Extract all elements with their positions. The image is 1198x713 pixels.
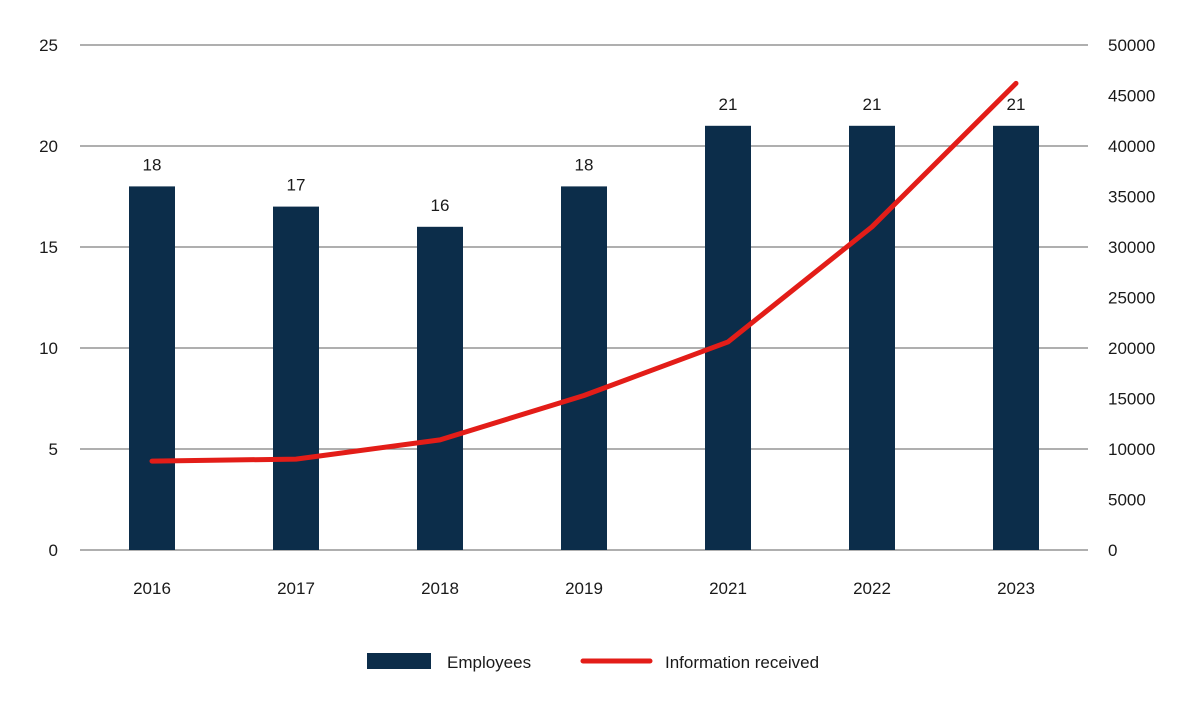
y-right-tick-label: 40000 bbox=[1108, 137, 1155, 156]
y-right-tick-label: 10000 bbox=[1108, 440, 1155, 459]
y-right-tick-label: 0 bbox=[1108, 541, 1117, 560]
x-tick-label: 2016 bbox=[133, 579, 171, 598]
x-tick-label: 2023 bbox=[997, 579, 1035, 598]
y-right-tick-label: 35000 bbox=[1108, 188, 1155, 207]
bar-data-label: 17 bbox=[287, 176, 306, 195]
legend-label-information-received: Information received bbox=[665, 653, 819, 672]
bar-employees bbox=[705, 125, 751, 551]
bar-data-label: 16 bbox=[431, 196, 450, 215]
x-tick-label: 2017 bbox=[277, 579, 315, 598]
bar-employees bbox=[993, 125, 1039, 551]
y-right-tick-label: 30000 bbox=[1108, 238, 1155, 257]
x-tick-label: 2019 bbox=[565, 579, 603, 598]
bar-employees bbox=[849, 125, 895, 551]
line-information-received bbox=[149, 80, 1019, 464]
y-left-tick-label: 5 bbox=[49, 440, 58, 459]
y-left-tick-label: 0 bbox=[49, 541, 58, 560]
bar-employees bbox=[129, 186, 175, 550]
y-right-tick-label: 50000 bbox=[1108, 36, 1155, 55]
y-left-tick-label: 20 bbox=[39, 137, 58, 156]
bar-employees bbox=[561, 186, 607, 550]
bar-employees bbox=[417, 226, 463, 551]
legend-swatch-employees bbox=[367, 653, 431, 669]
bar-data-label: 21 bbox=[863, 95, 882, 114]
bar-data-label: 18 bbox=[575, 155, 594, 174]
y-left-tick-label: 15 bbox=[39, 238, 58, 257]
y-left-tick-label: 25 bbox=[39, 36, 58, 55]
legend-label-employees: Employees bbox=[447, 653, 531, 672]
y-right-tick-label: 20000 bbox=[1108, 339, 1155, 358]
y-right-tick-label: 15000 bbox=[1108, 390, 1155, 409]
bar-data-label: 21 bbox=[1007, 95, 1026, 114]
x-tick-label: 2018 bbox=[421, 579, 459, 598]
x-tick-label: 2022 bbox=[853, 579, 891, 598]
bar-employees bbox=[273, 206, 319, 550]
y-left-tick-label: 10 bbox=[39, 339, 58, 358]
y-right-tick-label: 45000 bbox=[1108, 87, 1155, 106]
bar-data-label: 21 bbox=[719, 95, 738, 114]
y-right-tick-label: 5000 bbox=[1108, 491, 1146, 510]
x-tick-label: 2021 bbox=[709, 579, 747, 598]
bar-data-label: 18 bbox=[143, 155, 162, 174]
y-right-tick-label: 25000 bbox=[1108, 289, 1155, 308]
